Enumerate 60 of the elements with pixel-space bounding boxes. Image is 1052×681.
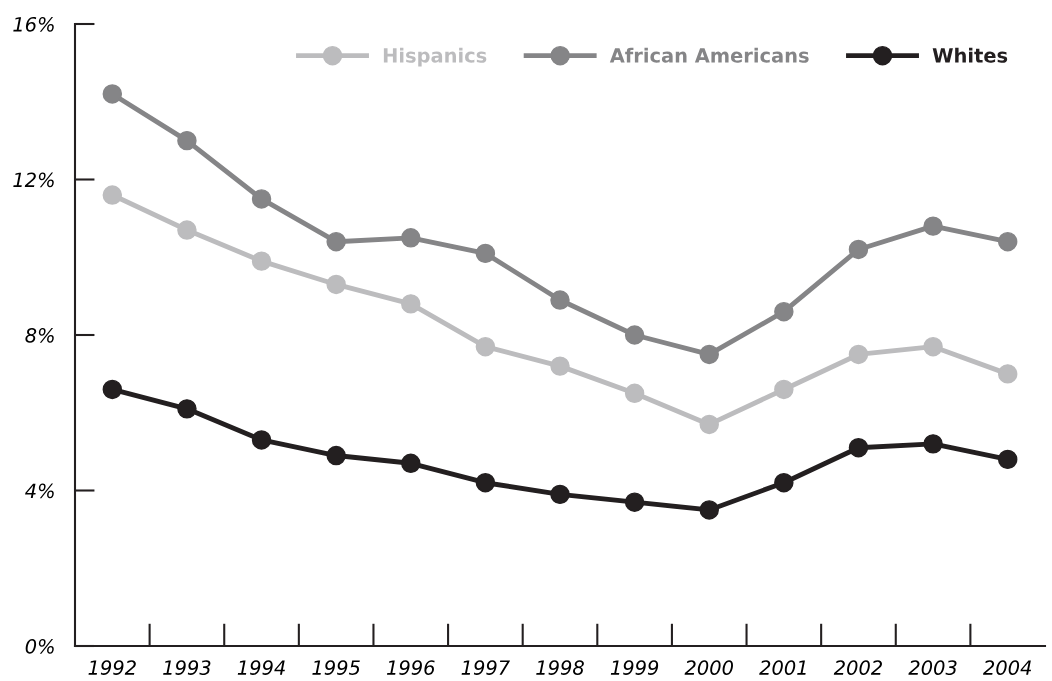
y-tick-label: 0% [25,638,54,654]
point [550,356,570,376]
point [997,231,1018,252]
point [774,301,794,322]
point [102,185,123,205]
point [848,344,869,365]
point [550,484,570,505]
x-tick-label: 1995 [312,660,360,675]
point [326,274,346,295]
point [624,325,645,345]
point [177,399,197,419]
x-tick-label: 2000 [684,660,733,675]
x-tick-label: 2003 [908,660,957,675]
point [102,379,123,400]
y-tick-label: 4% [25,483,54,499]
point [177,220,197,240]
legend-label: African Americans [609,47,809,63]
x-tick-label: 1992 [88,660,136,675]
x-tick-label: 1994 [237,660,285,675]
y-tick-label: 8% [25,327,54,343]
point [326,231,346,252]
point [699,344,719,365]
point [774,473,794,493]
point [401,294,421,314]
x-tick-label: 1999 [610,660,659,675]
point [624,492,645,512]
x-tick-label: 1998 [536,660,584,675]
point [923,216,943,236]
point [997,364,1018,384]
point [326,445,346,466]
x-tick-label: 1996 [386,660,435,675]
point [475,473,496,493]
point [102,84,123,104]
point [848,438,869,458]
point [177,130,197,151]
y-tick-label: 16% [13,16,54,32]
point [699,500,719,520]
point [923,336,943,357]
point [475,243,496,264]
x-tick-label: 2001 [759,660,806,675]
point [475,336,496,357]
legend-label: Whites [932,47,1008,63]
point [699,414,719,435]
point [251,251,272,271]
y-tick-label: 12% [13,172,54,188]
point [550,290,570,310]
point [923,434,943,454]
legend-label: Hispanics [383,47,487,67]
point [401,228,421,248]
point [251,189,272,209]
point [624,383,645,404]
point [251,430,272,450]
x-tick-label: 2004 [983,660,1032,675]
point [401,453,421,474]
point [848,239,869,260]
point [997,449,1018,470]
x-tick-label: 1997 [461,660,510,675]
x-tick-label: 2002 [833,660,882,675]
point [774,379,794,400]
x-tick-label: 1993 [163,660,211,675]
